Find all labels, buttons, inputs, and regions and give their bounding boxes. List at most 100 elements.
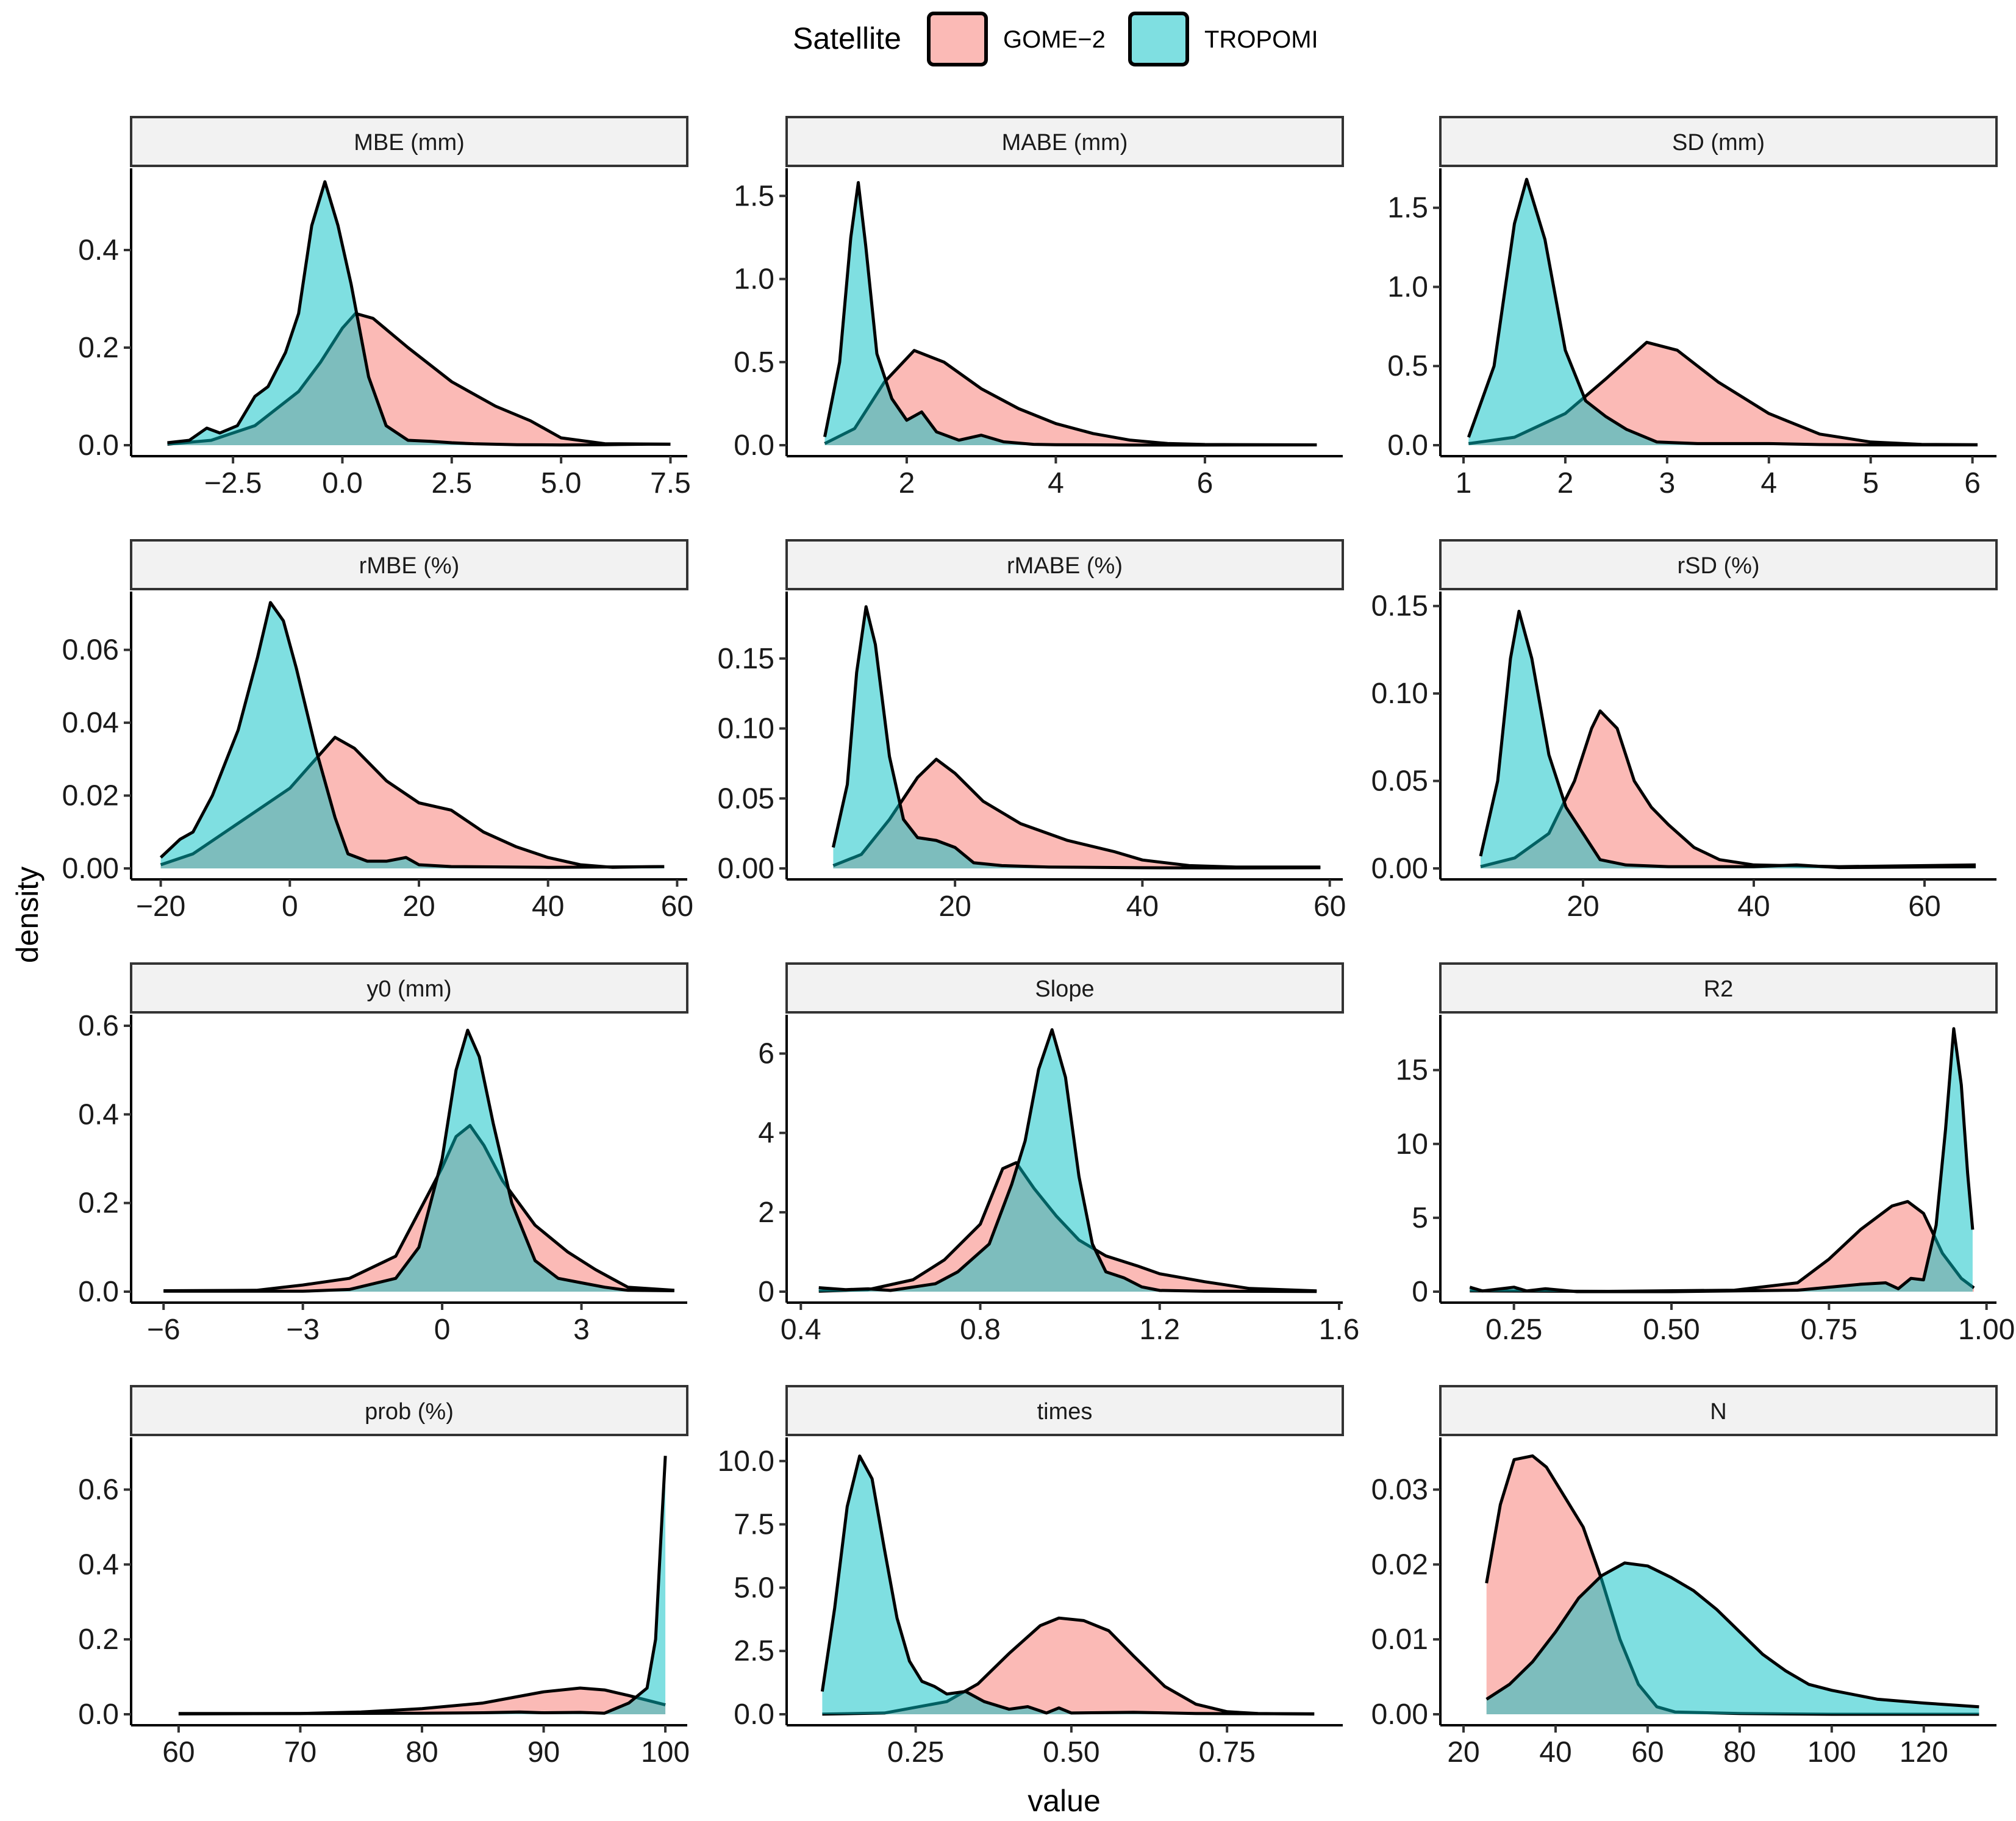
x-tick-label: 0.50 (1043, 1736, 1099, 1769)
density-line-tropomi (163, 1028, 674, 1293)
legend-key-tropomi (1128, 12, 1189, 66)
x-tick-label: 3 (573, 1314, 590, 1346)
y-tick-label: 0.10 (1371, 678, 1428, 710)
y-tick-label: 2.5 (734, 1635, 774, 1667)
panel-title: Slope (1035, 976, 1094, 1002)
panel-strip (1439, 1385, 1998, 1436)
x-tick-label: 1.6 (1319, 1314, 1360, 1346)
y-tick-label: 0.00 (62, 853, 119, 885)
x-tick-label: 40 (532, 890, 564, 923)
panel-title: SD (mm) (1672, 130, 1765, 156)
density-line-tropomi (820, 1454, 1315, 1715)
density-area-gome2 (822, 1618, 1315, 1714)
x-tick-label: 4 (1760, 467, 1777, 499)
panel-12: N 0.00 0.01 0.02 0.03 20 40 60 80 100 120 (1371, 1385, 1998, 1769)
panel-title: R2 (1704, 976, 1734, 1002)
density-line-tropomi (831, 605, 1321, 870)
density-area-tropomi (178, 1456, 666, 1714)
y-tick-label: 0.00 (1371, 1698, 1428, 1731)
panel-title: prob (%) (365, 1399, 454, 1425)
x-tick-label: −20 (136, 890, 185, 923)
y-tick-label: 2 (758, 1197, 774, 1229)
panel-strip (785, 116, 1344, 167)
y-tick-label: 7.5 (734, 1509, 774, 1541)
x-tick-label: 90 (527, 1736, 560, 1769)
x-tick-label: 40 (1126, 890, 1159, 923)
y-tick-label: 0.15 (718, 643, 774, 675)
legend-key-gome2 (927, 12, 988, 66)
x-tick-label: 5 (1862, 467, 1879, 499)
panel-strip (785, 1385, 1344, 1436)
x-tick-label: 5.0 (541, 467, 582, 499)
x-tick-label: 60 (1314, 890, 1346, 923)
x-tick-label: 0.25 (1485, 1314, 1542, 1346)
y-tick-label: 0.0 (734, 1698, 774, 1731)
density-area-tropomi (824, 182, 1317, 445)
panel-strip (1439, 539, 1998, 590)
density-line-tropomi (167, 180, 671, 447)
panel-strip (130, 1385, 688, 1436)
panel-6: rSD (%) 0.00 0.05 0.10 0.15 20 40 60 (1371, 539, 1998, 923)
density-line-tropomi (1467, 177, 1978, 446)
y-tick-label: 0.02 (1371, 1548, 1428, 1581)
y-tick-label: 0.01 (1371, 1623, 1428, 1656)
panel-title: MABE (mm) (1002, 130, 1128, 156)
x-tick-label: 2.5 (431, 467, 472, 499)
panel-strip (130, 962, 688, 1014)
y-tick-label: 0.4 (78, 234, 119, 267)
x-tick-label: −3 (286, 1314, 320, 1346)
y-tick-label: 0.2 (78, 1187, 119, 1220)
x-tick-label: 4 (1048, 467, 1064, 499)
x-tick-label: 40 (1539, 1736, 1571, 1769)
y-tick-label: 0.5 (734, 346, 774, 379)
panel-3: SD (mm) 0.0 0.5 1.0 1.5 1 2 3 4 5 6 (1387, 116, 1998, 499)
x-tick-label: 0 (434, 1314, 451, 1346)
x-tick-label: 7.5 (650, 467, 691, 499)
legend: Satellite GOME−2 TROPOMI (793, 12, 1318, 66)
y-tick-label: 0.05 (718, 782, 774, 815)
density-area-gome2 (1481, 710, 1976, 868)
panel-5: rMABE (%) 0.00 0.05 0.10 0.15 20 40 60 (718, 539, 1346, 923)
y-tick-label: 1.0 (1387, 271, 1428, 303)
y-tick-label: 0.6 (78, 1010, 119, 1042)
x-tick-label: 20 (1567, 890, 1599, 923)
panel-strip (1439, 116, 1998, 167)
panel-1: MBE (mm) 0.0 0.2 0.4 −2.5 0.0 2.5 5.0 7.5 (78, 116, 691, 499)
density-line-tropomi (178, 1456, 667, 1715)
density-area-tropomi (833, 606, 1321, 868)
x-tick-label: 80 (406, 1736, 438, 1769)
density-area-tropomi (1481, 611, 1976, 868)
density-area-tropomi (818, 1029, 1317, 1292)
x-tick-label: 20 (402, 890, 435, 923)
x-tick-label: 0.25 (887, 1736, 944, 1769)
density-area-gome2 (824, 350, 1317, 445)
x-tick-label: 0.75 (1198, 1736, 1255, 1769)
x-tick-label: −2.5 (204, 467, 262, 499)
y-tick-label: 0.0 (78, 1698, 119, 1731)
x-axis-title: value (1028, 1784, 1101, 1818)
x-tick-label: 2 (899, 467, 915, 499)
panel-strip (1439, 962, 1998, 1014)
y-tick-label: 0.03 (1371, 1474, 1428, 1506)
panel-strip (130, 116, 688, 167)
panel-title: rMBE (%) (359, 553, 460, 579)
x-tick-label: 0.4 (781, 1314, 821, 1346)
y-tick-label: 0.0 (1387, 429, 1428, 462)
panel-9: R2 0 5 10 15 0.25 0.50 0.75 1.00 (1396, 962, 2015, 1346)
panel-strip (785, 539, 1344, 590)
x-tick-label: −6 (147, 1314, 181, 1346)
x-tick-label: 120 (1900, 1736, 1948, 1769)
panel-7: y0 (mm) 0.0 0.2 0.4 0.6 −6 −3 0 3 (78, 962, 688, 1346)
y-tick-label: 0 (1412, 1276, 1428, 1308)
y-tick-label: 0.05 (1371, 765, 1428, 798)
x-tick-label: 6 (1964, 467, 1981, 499)
y-tick-label: 6 (758, 1038, 774, 1070)
x-tick-label: 70 (284, 1736, 316, 1769)
density-line-tropomi (159, 601, 665, 869)
x-tick-label: 40 (1737, 890, 1770, 923)
y-tick-label: 1.0 (734, 263, 774, 296)
x-tick-label: 60 (162, 1736, 195, 1769)
x-tick-label: 1.00 (1958, 1314, 2015, 1346)
x-tick-label: 0.50 (1643, 1314, 1700, 1346)
density-line-tropomi (1469, 1027, 1975, 1293)
